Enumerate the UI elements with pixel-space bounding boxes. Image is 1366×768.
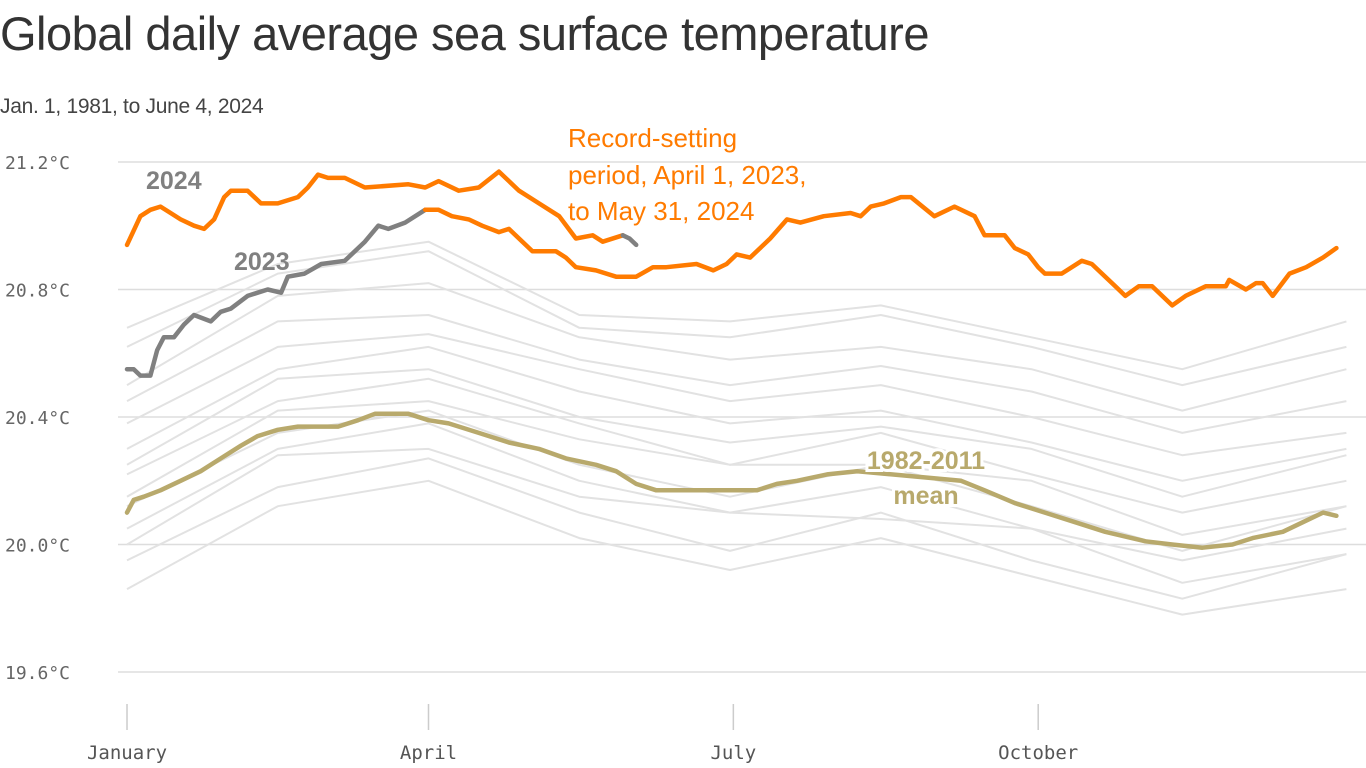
mean-label-line-1: 1982-2011 — [867, 447, 985, 475]
label-2024: 2024 — [146, 167, 202, 195]
series-line-1982-2011-mean — [124, 411, 1339, 550]
x-tick-label: April — [400, 742, 457, 764]
record-annotation-line-1: Record-setting — [568, 123, 737, 153]
chart-subtitle: Jan. 1, 1981, to June 4, 2024 — [0, 95, 264, 118]
x-tick-label: July — [710, 742, 756, 764]
x-tick-label: January — [87, 742, 167, 764]
mean-label-line-2: mean — [893, 482, 958, 510]
other-year-line — [126, 479, 1347, 616]
record-annotation-line-2: period, April 1, 2023, — [568, 160, 807, 190]
y-tick-label: 20.4°C — [5, 408, 70, 429]
other-year-line — [126, 333, 1347, 457]
series-line-2023 — [124, 207, 428, 378]
label-2023: 2023 — [234, 248, 290, 276]
other-years-lines — [126, 240, 1347, 616]
other-year-line — [126, 377, 1347, 514]
other-year-line — [126, 345, 1347, 482]
y-tick-label: 19.6°C — [5, 663, 70, 684]
series-line-2023-record-period — [422, 194, 1339, 308]
other-year-line — [126, 400, 1347, 536]
other-year-line — [126, 282, 1347, 412]
other-year-line — [126, 250, 1347, 387]
highlighted-series — [124, 169, 1339, 550]
y-tick-label: 20.8°C — [5, 281, 70, 302]
other-year-line — [126, 422, 1347, 562]
other-year-line — [126, 457, 1347, 600]
y-tick-label: 21.2°C — [5, 153, 70, 174]
other-year-line — [126, 368, 1347, 498]
other-year-line — [126, 447, 1347, 584]
series-line-2024 — [620, 233, 639, 248]
x-tick-label: October — [998, 742, 1078, 764]
gridlines — [118, 161, 1366, 673]
y-tick-label: 20.0°C — [5, 536, 70, 557]
other-year-line — [126, 314, 1347, 434]
other-year-line — [126, 240, 1347, 371]
chart-title: Global daily average sea surface tempera… — [0, 7, 929, 60]
record-annotation-line-3: to May 31, 2024 — [568, 196, 754, 226]
annotations: 2024 2023 Record-setting period, April 1… — [146, 123, 988, 513]
x-axis-ticks: January April July October — [87, 704, 1078, 764]
series-line-2024-record-period — [124, 169, 626, 248]
y-axis-ticks: 21.2°C 20.8°C 20.4°C 20.0°C 19.6°C — [5, 153, 70, 684]
